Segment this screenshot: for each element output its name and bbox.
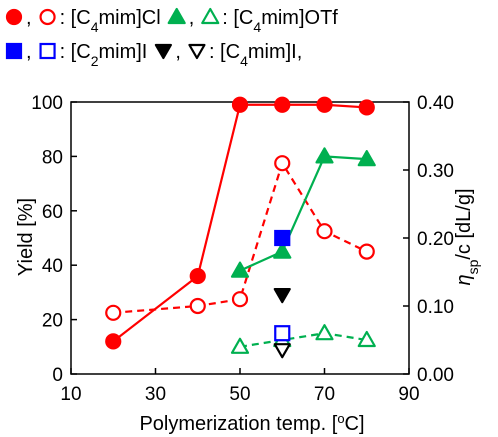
series-2 — [230, 147, 376, 278]
series-0 — [105, 96, 375, 350]
data-point — [274, 325, 291, 342]
y-right-tick-label: 0.30 — [417, 161, 454, 182]
series-line — [113, 160, 368, 314]
series-5 — [274, 325, 291, 342]
data-point — [274, 96, 291, 113]
legend-marker — [39, 42, 56, 60]
plot-area — [105, 96, 376, 359]
data-point — [273, 343, 291, 359]
data-point — [274, 229, 291, 247]
y-axis-left-label: Yield [%] — [15, 198, 37, 276]
data-point — [358, 243, 375, 260]
x-axis-label: Polymerization temp. [oC] — [139, 411, 364, 436]
legend-marker — [5, 8, 23, 26]
y-left-tick-label: 60 — [42, 202, 63, 223]
data-point — [230, 337, 250, 354]
legend-text: , — [26, 7, 32, 29]
x-tick-label: 70 — [314, 384, 335, 405]
series-1 — [105, 155, 375, 321]
data-point — [230, 261, 250, 278]
legend-text: : [C2mim]I — [60, 41, 148, 69]
legend-text: , — [26, 41, 32, 63]
legend-marker — [188, 43, 206, 60]
data-point — [273, 288, 291, 304]
y-left-tick-label: 0 — [52, 365, 63, 386]
y-left-tick-label: 20 — [42, 311, 63, 332]
series-line — [239, 332, 367, 348]
legend-text: , — [189, 7, 195, 29]
series-7 — [273, 343, 291, 359]
series-6 — [273, 288, 291, 304]
y-left-tick-label: 40 — [42, 256, 63, 277]
y-left-tick-label: 80 — [42, 147, 63, 168]
legend: , : [C4mim]Cl, : [C4mim]OTf, : [C2mim]I, : [… — [5, 7, 338, 69]
data-point — [358, 99, 375, 116]
axes: 10 30 50 70 90 0 20 40 60 80 100 0.00 0.10 0.20 0.30 0.… — [31, 93, 454, 405]
data-point — [189, 297, 206, 315]
data-point — [105, 304, 122, 321]
y-left-tick-label: 100 — [31, 93, 63, 114]
x-tick-label: 50 — [229, 384, 250, 405]
data-point — [273, 242, 292, 259]
data-point — [316, 96, 333, 113]
legend-text: : [C4mim]Cl — [60, 7, 161, 35]
data-point — [231, 96, 249, 113]
legend-text: : [C4mim]OTf — [222, 7, 338, 35]
x-tick-label: 30 — [145, 384, 166, 405]
series-4 — [274, 229, 291, 247]
plot-frame — [70, 101, 410, 375]
data-point — [274, 155, 291, 172]
y-right-tick-label: 0.20 — [417, 229, 454, 250]
y-axis-right-label: ηsp/c [dL/g] — [453, 188, 481, 285]
y-right-tick-label: 0.00 — [417, 365, 454, 386]
data-point — [316, 223, 333, 240]
data-point — [315, 324, 334, 341]
legend-text: : [C4mim]I, — [209, 41, 302, 69]
legend-marker — [201, 7, 220, 25]
data-point — [357, 330, 376, 348]
series-3 — [230, 324, 376, 354]
y-right-tick-label: 0.10 — [417, 297, 454, 318]
legend-marker — [154, 43, 172, 60]
data-point — [189, 267, 206, 285]
data-point — [357, 150, 376, 167]
x-tick-label: 90 — [398, 384, 419, 405]
data-point — [105, 333, 122, 350]
x-tick-label: 10 — [60, 384, 81, 405]
series-line — [239, 155, 367, 272]
y-right-tick-label: 0.40 — [417, 93, 454, 114]
legend-marker — [167, 7, 186, 25]
legend-text: , — [175, 41, 181, 63]
data-point — [315, 147, 334, 164]
legend-marker — [39, 8, 56, 26]
legend-marker — [5, 42, 23, 60]
data-point — [231, 291, 249, 308]
